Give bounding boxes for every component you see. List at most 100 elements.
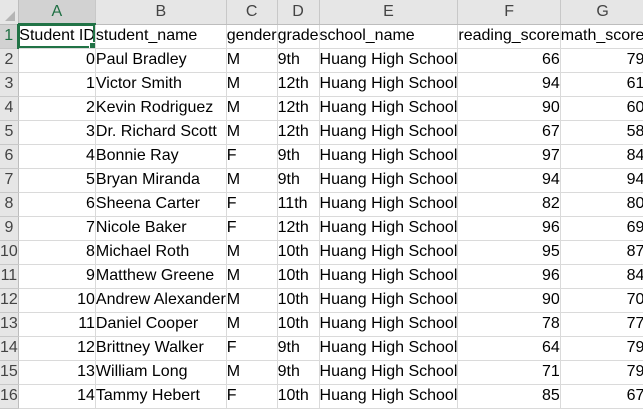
cell-c8[interactable]: F (226, 192, 278, 217)
cell-e16[interactable]: Huang High School (319, 384, 459, 409)
row-header-15[interactable]: 15 (0, 360, 19, 385)
cell-f12[interactable]: 90 (457, 288, 561, 313)
row-header-11[interactable]: 11 (0, 264, 19, 289)
cell-e12[interactable]: Huang High School (319, 288, 459, 313)
cell-d12[interactable]: 10th (277, 288, 320, 313)
cell-a16[interactable]: 14 (18, 384, 96, 409)
cell-e15[interactable]: Huang High School (319, 360, 459, 385)
cell-d1[interactable]: grade (277, 24, 320, 49)
fill-handle[interactable] (88, 41, 95, 47)
cell-b9[interactable]: Nicole Baker (95, 216, 227, 241)
cell-e7[interactable]: Huang High School (319, 168, 459, 193)
cell-f16[interactable]: 85 (457, 384, 561, 409)
cell-e10[interactable]: Huang High School (319, 240, 459, 265)
cell-d6[interactable]: 9th (277, 144, 320, 169)
cell-c3[interactable]: M (226, 72, 278, 97)
row-header-8[interactable]: 8 (0, 192, 19, 217)
cell-c12[interactable]: M (226, 288, 278, 313)
cell-e6[interactable]: Huang High School (319, 144, 459, 169)
cell-d14[interactable]: 9th (277, 336, 320, 361)
cell-e8[interactable]: Huang High School (319, 192, 459, 217)
cell-g4[interactable]: 60 (560, 96, 643, 121)
cell-g9[interactable]: 69 (560, 216, 643, 241)
cell-f6[interactable]: 97 (457, 144, 561, 169)
cell-d10[interactable]: 10th (277, 240, 320, 265)
cell-b6[interactable]: Bonnie Ray (95, 144, 227, 169)
cell-a6[interactable]: 4 (18, 144, 96, 169)
cell-e4[interactable]: Huang High School (319, 96, 459, 121)
cell-d15[interactable]: 9th (277, 360, 320, 385)
cell-g7[interactable]: 94 (560, 168, 643, 193)
cell-g16[interactable]: 67 (560, 384, 643, 409)
cell-f4[interactable]: 90 (457, 96, 561, 121)
cell-c6[interactable]: F (226, 144, 278, 169)
cell-a2[interactable]: 0 (18, 48, 96, 73)
cell-f15[interactable]: 71 (457, 360, 561, 385)
cell-f14[interactable]: 64 (457, 336, 561, 361)
cell-f11[interactable]: 96 (457, 264, 561, 289)
cell-b14[interactable]: Brittney Walker (95, 336, 227, 361)
row-header-2[interactable]: 2 (0, 48, 19, 73)
cell-g8[interactable]: 80 (560, 192, 643, 217)
column-header-g[interactable]: G (560, 0, 643, 25)
row-header-14[interactable]: 14 (0, 336, 19, 361)
cell-a3[interactable]: 1 (18, 72, 96, 97)
cell-a9[interactable]: 7 (18, 216, 96, 241)
row-header-13[interactable]: 13 (0, 312, 19, 337)
cell-g13[interactable]: 77 (560, 312, 643, 337)
row-header-4[interactable]: 4 (0, 96, 19, 121)
cell-b1[interactable]: student_name (95, 24, 227, 49)
row-header-1[interactable]: 1 (0, 24, 20, 49)
cell-g3[interactable]: 61 (560, 72, 643, 97)
cell-d2[interactable]: 9th (277, 48, 320, 73)
cell-e14[interactable]: Huang High School (319, 336, 459, 361)
row-header-5[interactable]: 5 (0, 120, 19, 145)
cell-a15[interactable]: 13 (18, 360, 96, 385)
cell-g6[interactable]: 84 (560, 144, 643, 169)
row-header-3[interactable]: 3 (0, 72, 19, 97)
cell-c11[interactable]: M (226, 264, 278, 289)
cell-a13[interactable]: 11 (18, 312, 96, 337)
cell-c1[interactable]: gender (226, 24, 278, 49)
row-header-9[interactable]: 9 (0, 216, 19, 241)
row-header-7[interactable]: 7 (0, 168, 19, 193)
select-all-corner[interactable] (0, 0, 19, 25)
cell-g1[interactable]: math_score (560, 24, 643, 49)
cell-c7[interactable]: M (226, 168, 278, 193)
row-header-6[interactable]: 6 (0, 144, 19, 169)
cell-f10[interactable]: 95 (457, 240, 561, 265)
cell-b2[interactable]: Paul Bradley (95, 48, 227, 73)
cell-e13[interactable]: Huang High School (319, 312, 459, 337)
cell-g10[interactable]: 87 (560, 240, 643, 265)
row-header-12[interactable]: 12 (0, 288, 19, 313)
cell-e3[interactable]: Huang High School (319, 72, 459, 97)
cell-e9[interactable]: Huang High School (319, 216, 459, 241)
cell-a12[interactable]: 10 (18, 288, 96, 313)
cell-g5[interactable]: 58 (560, 120, 643, 145)
cell-a5[interactable]: 3 (18, 120, 96, 145)
column-header-e[interactable]: E (319, 0, 459, 25)
cell-b16[interactable]: Tammy Hebert (95, 384, 227, 409)
cell-g12[interactable]: 70 (560, 288, 643, 313)
cell-b3[interactable]: Victor Smith (95, 72, 227, 97)
cell-e1[interactable]: school_name (319, 24, 459, 49)
cell-f9[interactable]: 96 (457, 216, 561, 241)
column-header-c[interactable]: C (226, 0, 278, 25)
cell-b5[interactable]: Dr. Richard Scott (95, 120, 227, 145)
cell-a1[interactable]: Student ID (18, 24, 96, 49)
cell-f7[interactable]: 94 (457, 168, 561, 193)
cell-a11[interactable]: 9 (18, 264, 96, 289)
cell-f3[interactable]: 94 (457, 72, 561, 97)
cell-c4[interactable]: M (226, 96, 278, 121)
cell-a10[interactable]: 8 (18, 240, 96, 265)
column-header-b[interactable]: B (95, 0, 227, 25)
cell-c16[interactable]: F (226, 384, 278, 409)
cell-c15[interactable]: M (226, 360, 278, 385)
cell-d16[interactable]: 10th (277, 384, 320, 409)
column-header-a[interactable]: A (18, 0, 96, 25)
cell-c5[interactable]: M (226, 120, 278, 145)
cell-f8[interactable]: 82 (457, 192, 561, 217)
cell-c2[interactable]: M (226, 48, 278, 73)
column-header-d[interactable]: D (277, 0, 320, 25)
cell-d13[interactable]: 10th (277, 312, 320, 337)
